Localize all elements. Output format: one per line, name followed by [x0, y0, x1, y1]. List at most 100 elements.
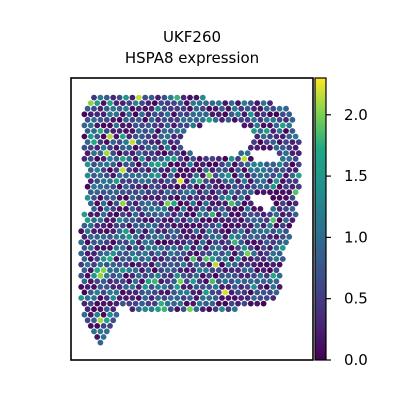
expression-spot [142, 139, 149, 146]
expression-spot [91, 183, 97, 190]
expression-spot [235, 167, 241, 173]
expression-spot [289, 128, 296, 134]
expression-spot [183, 122, 190, 129]
expression-spot [180, 128, 187, 134]
expression-spot [215, 289, 222, 296]
expression-spot [171, 189, 177, 196]
expression-spot [238, 150, 245, 157]
expression-spot [257, 206, 264, 212]
expression-spot [180, 272, 187, 279]
expression-spot [257, 272, 264, 279]
expression-spot [241, 167, 248, 173]
expression-spot [187, 161, 193, 168]
expression-spot [97, 284, 104, 290]
expression-spot [103, 161, 110, 168]
expression-spot [148, 206, 155, 212]
expression-spot [283, 194, 289, 201]
expression-spot [113, 111, 120, 118]
expression-spot [110, 272, 117, 279]
expression-spot [267, 144, 273, 151]
expression-spot [177, 200, 184, 207]
expression-spot [187, 284, 193, 290]
expression-spot [273, 233, 280, 240]
expression-spot [91, 284, 97, 290]
expression-spot [247, 222, 254, 229]
expression-spot [260, 300, 267, 307]
expression-spot [126, 133, 133, 140]
expression-spot [289, 183, 296, 190]
expression-spot [209, 245, 216, 251]
expression-spot [180, 183, 187, 190]
expression-spot [94, 211, 101, 218]
expression-spot [206, 228, 213, 235]
expression-spot [263, 228, 270, 235]
expression-spot [129, 206, 136, 212]
expression-spot [110, 261, 117, 268]
expression-spot [110, 139, 117, 146]
expression-spot [228, 289, 235, 296]
expression-spot [276, 150, 283, 157]
expression-spot [107, 144, 113, 151]
expression-spot [107, 211, 113, 218]
expression-spot [126, 222, 133, 229]
expression-spot [283, 228, 289, 235]
expression-spot [123, 128, 129, 134]
expression-spot [110, 105, 117, 112]
expression-spot [151, 222, 158, 229]
expression-spot [148, 172, 155, 179]
expression-spot [97, 150, 104, 157]
expression-spot [87, 323, 94, 329]
expression-spot [190, 200, 197, 207]
expression-spot [100, 289, 107, 296]
expression-spot [100, 111, 107, 118]
expression-spot [91, 172, 97, 179]
expression-spot [225, 272, 232, 279]
expression-spot [107, 122, 113, 129]
expression-spot [286, 144, 293, 151]
expression-spot [212, 206, 219, 212]
expression-spot [238, 217, 245, 224]
expression-spot [215, 233, 222, 240]
expression-spot [145, 222, 152, 229]
expression-spot [148, 261, 155, 268]
expression-spot [87, 189, 94, 196]
expression-spot [270, 284, 277, 290]
expression-spot [161, 217, 168, 224]
expression-spot [263, 172, 270, 179]
expression-spot [97, 94, 104, 101]
expression-spot [132, 133, 139, 140]
expression-spot [151, 267, 158, 274]
expression-spot [289, 139, 296, 146]
expression-spot [190, 100, 197, 106]
expression-spot [100, 133, 107, 140]
expression-spot [190, 233, 197, 240]
expression-spot [183, 100, 190, 106]
expression-spot [228, 222, 235, 229]
expression-spot [289, 161, 296, 168]
expression-spot [292, 133, 299, 140]
expression-spot [279, 222, 286, 229]
expression-spot [167, 206, 174, 212]
expression-spot [84, 183, 91, 190]
expression-spot [212, 161, 219, 168]
expression-spot [257, 116, 264, 123]
expression-spot [295, 161, 302, 168]
expression-spot [203, 256, 209, 262]
expression-spot [91, 261, 97, 268]
expression-spot [142, 94, 149, 101]
expression-spot [129, 172, 136, 179]
expression-spot [158, 122, 165, 129]
expression-spot [91, 206, 97, 212]
expression-spot [190, 267, 197, 274]
expression-spot [158, 111, 165, 118]
expression-spot [286, 111, 293, 118]
expression-spot [151, 200, 158, 207]
expression-spot [110, 183, 117, 190]
expression-spot [142, 194, 149, 201]
expression-spot [174, 261, 181, 268]
expression-spot [235, 100, 241, 106]
expression-spot [219, 228, 225, 235]
expression-spot [148, 105, 155, 112]
expression-spot [132, 256, 139, 262]
expression-spot [183, 200, 190, 207]
